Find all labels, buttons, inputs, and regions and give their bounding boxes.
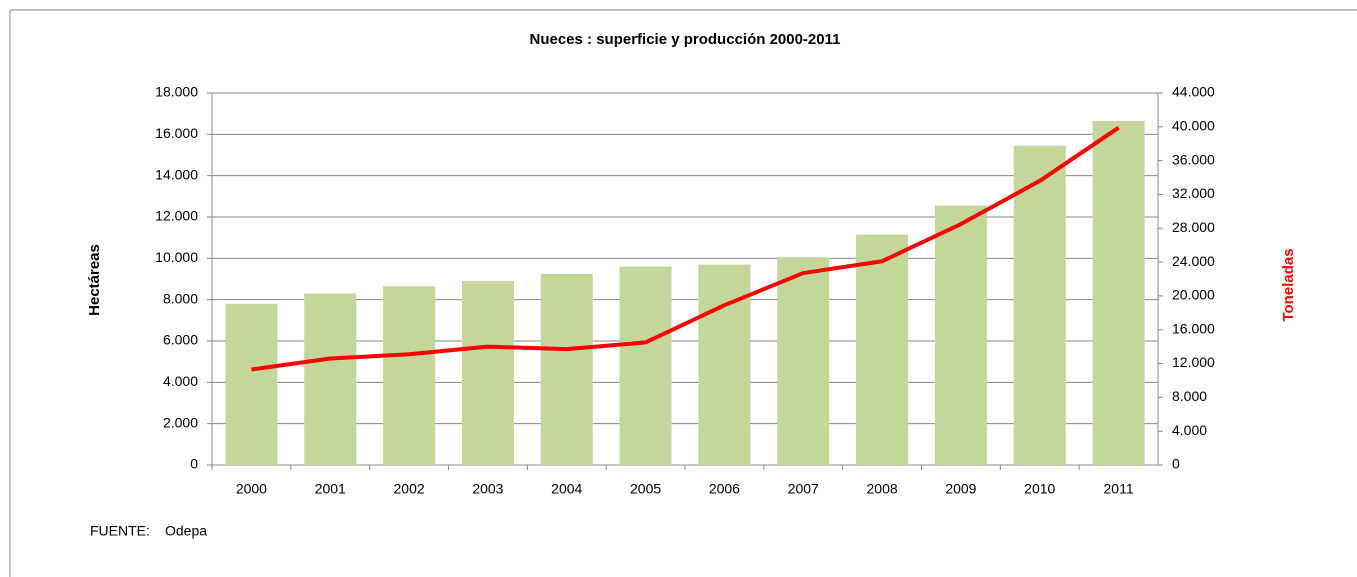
bar — [225, 303, 278, 465]
y2-tick-label: 36.000 — [1172, 151, 1215, 167]
x-tick-label: 2001 — [315, 481, 346, 497]
y-tick-label: 16.000 — [155, 125, 198, 141]
bar — [461, 281, 514, 465]
y-tick-label: 18.000 — [155, 84, 198, 100]
y2-tick-label: 32.000 — [1172, 185, 1215, 201]
x-tick-label: 2011 — [1104, 481, 1134, 497]
x-tick-label: 2010 — [1024, 481, 1055, 497]
y2-tick-label: 4.000 — [1172, 422, 1207, 438]
y2-tick-label: 28.000 — [1172, 219, 1215, 235]
bar — [619, 266, 672, 465]
y-tick-label: 12.000 — [155, 208, 198, 224]
x-tick-label: 2003 — [472, 481, 503, 497]
x-tick-label: 2005 — [630, 481, 661, 497]
bar — [1013, 145, 1066, 465]
bar — [698, 264, 751, 465]
y-axis-label: Hectáreas — [86, 244, 103, 316]
y-tick-label: 8.000 — [163, 290, 198, 306]
x-tick-label: 2008 — [867, 481, 898, 497]
y2-tick-label: 20.000 — [1172, 287, 1215, 303]
bar — [540, 273, 593, 465]
y-tick-label: 6.000 — [163, 332, 198, 348]
x-tick-label: 2002 — [394, 481, 425, 497]
y-tick-label: 4.000 — [163, 373, 198, 389]
source: Odepa — [165, 523, 207, 539]
y2-tick-label: 8.000 — [1172, 388, 1207, 404]
bar — [856, 234, 909, 465]
bar — [1092, 120, 1145, 466]
source-label: FUENTE: — [90, 523, 150, 539]
y-tick-label: 2.000 — [163, 414, 198, 430]
x-tick-label: 2006 — [709, 481, 740, 497]
y2-tick-label: 40.000 — [1172, 118, 1215, 134]
line — [251, 126, 1120, 372]
y2-tick-label: 0 — [1172, 456, 1180, 472]
y2-axis-label: Toneladas — [1280, 248, 1297, 321]
bar — [383, 286, 436, 465]
y2-tick-label: 16.000 — [1172, 320, 1215, 336]
x-tick-label: 2009 — [945, 481, 976, 497]
bar — [777, 257, 830, 465]
bar — [934, 205, 987, 465]
bar — [304, 293, 357, 465]
y-tick-label: 0 — [190, 456, 198, 472]
chart-title: Nueces : superficie y producción 2000-20… — [530, 31, 841, 48]
y2-tick-label: 12.000 — [1172, 354, 1215, 370]
x-tick-label: 2000 — [236, 481, 267, 497]
y-tick-label: 14.000 — [155, 166, 198, 182]
y-tick-label: 10.000 — [155, 249, 198, 265]
x-tick-label: 2007 — [788, 481, 819, 497]
y2-tick-label: 44.000 — [1172, 84, 1215, 100]
x-tick-label: 2004 — [551, 481, 582, 497]
y2-tick-label: 24.000 — [1172, 253, 1215, 269]
